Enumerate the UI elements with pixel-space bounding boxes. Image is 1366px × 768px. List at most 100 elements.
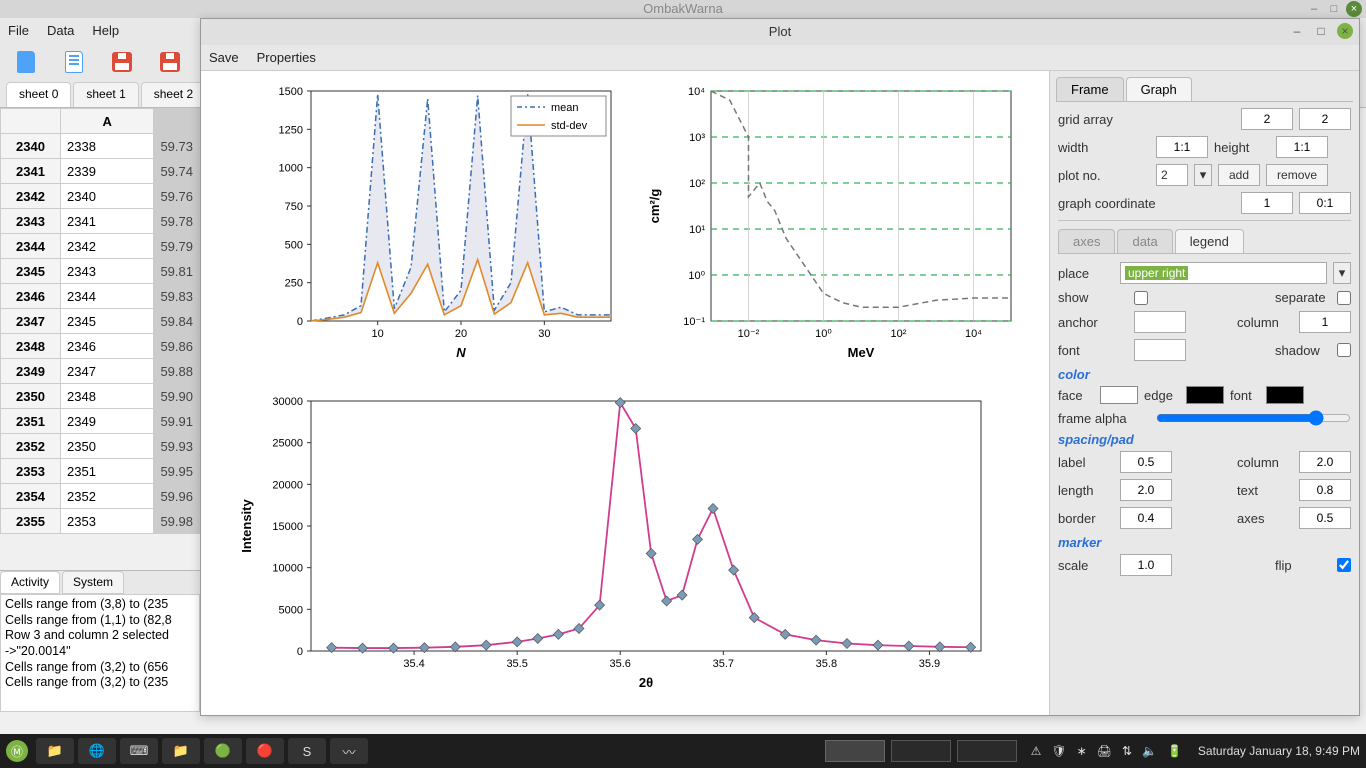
spacing-length-field[interactable] xyxy=(1120,479,1172,501)
cell[interactable]: 59.73 xyxy=(154,134,200,159)
menu-data[interactable]: Data xyxy=(47,23,74,38)
font-color[interactable] xyxy=(1266,386,1304,404)
cell[interactable]: 59.96 xyxy=(154,484,200,509)
subtab-axes[interactable]: axes xyxy=(1058,229,1115,253)
shadow-checkbox[interactable] xyxy=(1337,343,1351,357)
row-header[interactable]: 2354 xyxy=(1,484,61,509)
flip-checkbox[interactable] xyxy=(1337,558,1351,572)
row-header[interactable]: 2343 xyxy=(1,209,61,234)
new-file-icon[interactable] xyxy=(14,48,38,76)
show-checkbox[interactable] xyxy=(1134,291,1148,305)
cell[interactable]: 2347 xyxy=(61,359,154,384)
tray-icon[interactable]: ⇅ xyxy=(1122,744,1132,758)
place-select[interactable]: upper right xyxy=(1120,262,1327,284)
grid-array-rows[interactable] xyxy=(1241,108,1293,130)
cell[interactable]: 59.84 xyxy=(154,309,200,334)
row-header[interactable]: 2341 xyxy=(1,159,61,184)
row-header[interactable]: 2340 xyxy=(1,134,61,159)
cell[interactable]: 2346 xyxy=(61,334,154,359)
save-icon[interactable] xyxy=(110,48,134,76)
close-icon[interactable]: × xyxy=(1346,1,1362,17)
framealpha-slider[interactable] xyxy=(1156,410,1351,426)
cell[interactable]: 59.95 xyxy=(154,459,200,484)
cell[interactable]: 59.88 xyxy=(154,359,200,384)
row-header[interactable]: 2347 xyxy=(1,309,61,334)
start-button[interactable]: Ⓜ xyxy=(6,740,28,762)
cell[interactable]: 2350 xyxy=(61,434,154,459)
cell[interactable]: 2338 xyxy=(61,134,154,159)
row-header[interactable]: 2353 xyxy=(1,459,61,484)
col-header-b[interactable] xyxy=(154,109,200,134)
anchor-field[interactable] xyxy=(1134,311,1186,333)
workspace-2[interactable] xyxy=(891,740,951,762)
tray-icon[interactable]: 🔋 xyxy=(1167,744,1182,758)
cell[interactable]: 59.90 xyxy=(154,384,200,409)
spacing-border-field[interactable] xyxy=(1120,507,1172,529)
cell[interactable]: 59.98 xyxy=(154,509,200,534)
add-button[interactable]: add xyxy=(1218,164,1260,186)
tray-icon[interactable]: ∗ xyxy=(1077,744,1087,758)
task-icon[interactable]: 🟢 xyxy=(204,738,242,764)
cell[interactable]: 2352 xyxy=(61,484,154,509)
row-header[interactable]: 2342 xyxy=(1,184,61,209)
cell[interactable]: 59.78 xyxy=(154,209,200,234)
cell[interactable]: 59.76 xyxy=(154,184,200,209)
grid-array-cols[interactable] xyxy=(1299,108,1351,130)
menu-help[interactable]: Help xyxy=(92,23,119,38)
row-header[interactable]: 2348 xyxy=(1,334,61,359)
sheet-tab-2[interactable]: sheet 2 xyxy=(141,82,206,107)
plot-menu-save[interactable]: Save xyxy=(209,50,239,65)
cell[interactable]: 59.93 xyxy=(154,434,200,459)
workspace-1[interactable] xyxy=(825,740,885,762)
face-color[interactable] xyxy=(1100,386,1138,404)
cell[interactable]: 59.81 xyxy=(154,259,200,284)
row-header[interactable]: 2351 xyxy=(1,409,61,434)
task-icon[interactable]: 🔴 xyxy=(246,738,284,764)
tab-graph[interactable]: Graph xyxy=(1126,77,1192,101)
height-field[interactable] xyxy=(1276,136,1328,158)
cell[interactable]: 2351 xyxy=(61,459,154,484)
spacing-label-field[interactable] xyxy=(1120,451,1172,473)
task-icon[interactable]: ⌨ xyxy=(120,738,158,764)
cell[interactable]: 2341 xyxy=(61,209,154,234)
row-header[interactable]: 2349 xyxy=(1,359,61,384)
task-icon[interactable]: 📁 xyxy=(36,738,74,764)
tray-icon[interactable]: ⚠ xyxy=(1031,744,1042,758)
font-field[interactable] xyxy=(1134,339,1186,361)
plot-minimize-icon[interactable]: – xyxy=(1289,23,1305,39)
scale-field[interactable] xyxy=(1120,554,1172,576)
cell[interactable]: 59.74 xyxy=(154,159,200,184)
spreadsheet[interactable]: A 2340233859.732341233959.742342234059.7… xyxy=(0,108,200,534)
cell[interactable]: 2342 xyxy=(61,234,154,259)
remove-button[interactable]: remove xyxy=(1266,164,1328,186)
activity-tab[interactable]: Activity xyxy=(0,571,60,594)
plotno-select[interactable]: 2 xyxy=(1156,164,1188,186)
plot-maximize-icon[interactable]: □ xyxy=(1313,23,1329,39)
cell[interactable]: 59.79 xyxy=(154,234,200,259)
cell[interactable]: 2349 xyxy=(61,409,154,434)
save-as-icon[interactable] xyxy=(158,48,182,76)
cell[interactable]: 2343 xyxy=(61,259,154,284)
row-header[interactable]: 2352 xyxy=(1,434,61,459)
corner-cell[interactable] xyxy=(1,109,61,134)
cell[interactable]: 59.91 xyxy=(154,409,200,434)
cell[interactable]: 59.86 xyxy=(154,334,200,359)
width-field[interactable] xyxy=(1156,136,1208,158)
cell[interactable]: 2340 xyxy=(61,184,154,209)
tab-frame[interactable]: Frame xyxy=(1056,77,1124,101)
cell[interactable]: 2344 xyxy=(61,284,154,309)
cell[interactable]: 2345 xyxy=(61,309,154,334)
column-field[interactable] xyxy=(1299,311,1351,333)
cell[interactable]: 2348 xyxy=(61,384,154,409)
workspace-3[interactable] xyxy=(957,740,1017,762)
cell[interactable]: 59.83 xyxy=(154,284,200,309)
cell[interactable]: 2353 xyxy=(61,509,154,534)
col-header-a[interactable]: A xyxy=(61,109,154,134)
minimize-icon[interactable]: – xyxy=(1306,1,1322,17)
spacing-text-field[interactable] xyxy=(1299,479,1351,501)
tray-icon[interactable]: 🛡 xyxy=(1051,744,1066,758)
edge-color[interactable] xyxy=(1186,386,1224,404)
spacing-axes-field[interactable] xyxy=(1299,507,1351,529)
cell[interactable]: 2339 xyxy=(61,159,154,184)
place-dropdown-icon[interactable]: ▾ xyxy=(1333,262,1351,284)
